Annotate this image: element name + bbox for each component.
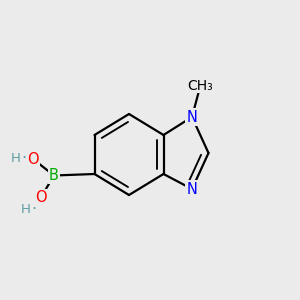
Text: N: N [187,110,197,124]
Text: H: H [11,152,20,165]
Text: O: O [35,190,46,206]
Text: CH₃: CH₃ [188,79,213,92]
Text: H: H [21,203,30,216]
Text: O: O [27,152,39,166]
Text: N: N [187,182,197,196]
Text: ·: · [31,202,37,217]
Text: B: B [49,168,59,183]
Text: ·: · [21,151,27,166]
